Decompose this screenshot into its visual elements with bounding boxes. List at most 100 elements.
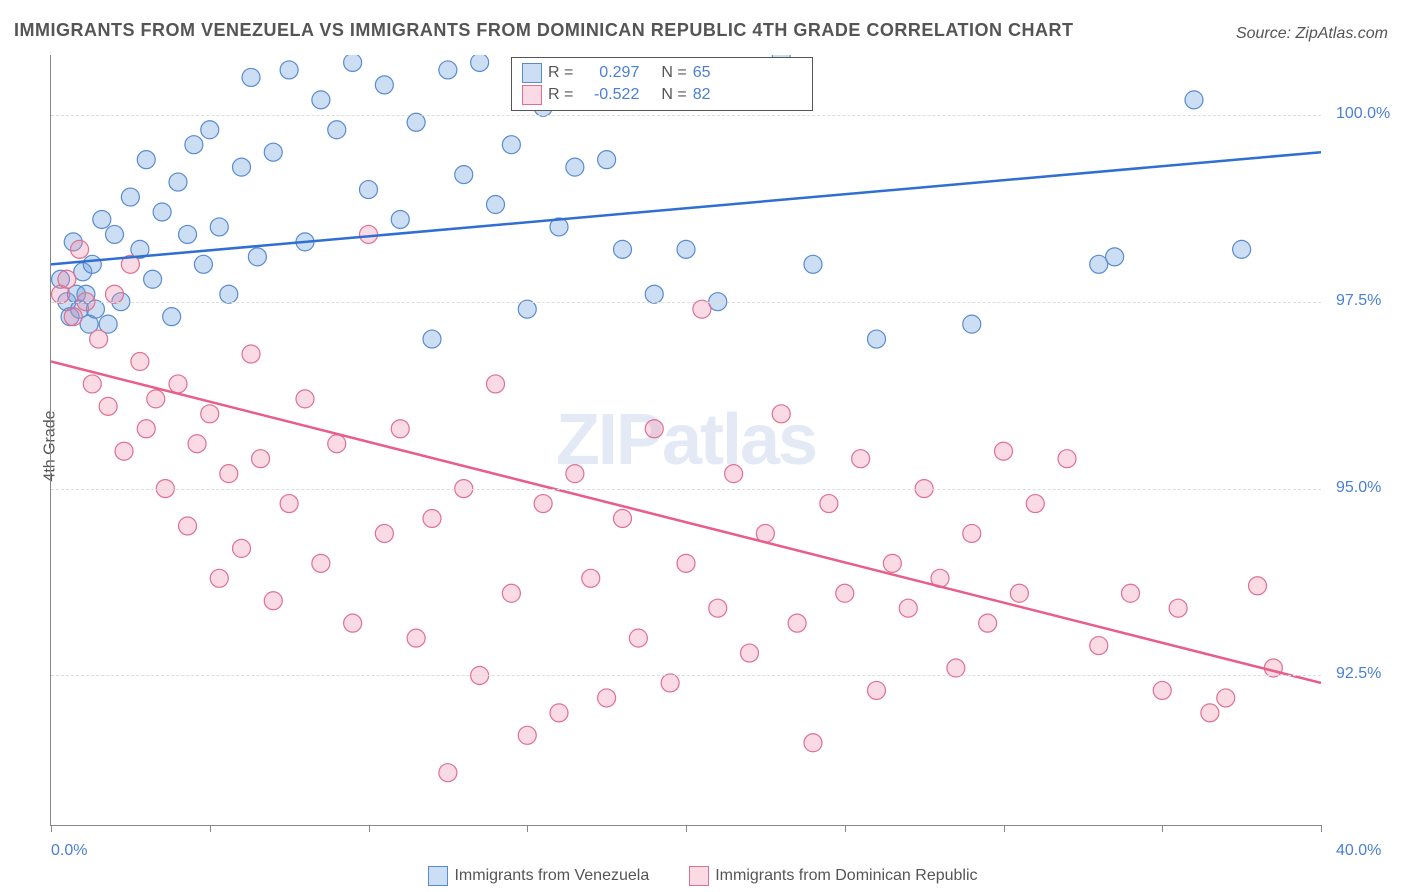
- y-tick-label: 92.5%: [1336, 665, 1381, 683]
- scatter-point: [252, 450, 270, 468]
- scatter-point: [1026, 495, 1044, 513]
- y-tick-label: 97.5%: [1336, 292, 1381, 310]
- scatter-point: [1153, 681, 1171, 699]
- scatter-point: [375, 76, 393, 94]
- scatter-point: [725, 465, 743, 483]
- scatter-point: [179, 517, 197, 535]
- scatter-point: [518, 726, 536, 744]
- scatter-point: [169, 173, 187, 191]
- trend-line: [51, 362, 1321, 683]
- scatter-point: [995, 442, 1013, 460]
- scatter-point: [106, 225, 124, 243]
- scatter-point: [756, 524, 774, 542]
- legend-r-value: -0.522: [579, 86, 639, 104]
- scatter-point: [242, 68, 260, 86]
- scatter-point: [188, 435, 206, 453]
- series-legend: Immigrants from VenezuelaImmigrants from…: [0, 866, 1406, 886]
- scatter-point: [296, 390, 314, 408]
- scatter-point: [502, 136, 520, 154]
- scatter-point: [1122, 584, 1140, 602]
- scatter-point: [64, 308, 82, 326]
- scatter-point: [74, 263, 92, 281]
- scatter-point: [391, 420, 409, 438]
- scatter-point: [280, 495, 298, 513]
- trend-line: [51, 152, 1321, 264]
- y-tick-label: 95.0%: [1336, 479, 1381, 497]
- scatter-point: [709, 599, 727, 617]
- chart-title: IMMIGRANTS FROM VENEZUELA VS IMMIGRANTS …: [14, 20, 1073, 41]
- scatter-point: [106, 285, 124, 303]
- scatter-point: [71, 240, 89, 258]
- scatter-point: [407, 629, 425, 647]
- scatter-point: [201, 121, 219, 139]
- scatter-point: [788, 614, 806, 632]
- scatter-point: [360, 181, 378, 199]
- legend-swatch: [428, 866, 448, 886]
- gridline-h: [51, 489, 1321, 490]
- scatter-point: [661, 674, 679, 692]
- scatter-point: [233, 539, 251, 557]
- scatter-point: [804, 255, 822, 273]
- scatter-point: [1090, 255, 1108, 273]
- scatter-point: [137, 420, 155, 438]
- scatter-point: [58, 270, 76, 288]
- scatter-point: [64, 233, 82, 251]
- scatter-point: [614, 240, 632, 258]
- scatter-point: [179, 225, 197, 243]
- scatter-point: [963, 524, 981, 542]
- scatter-point: [487, 196, 505, 214]
- scatter-point: [550, 218, 568, 236]
- scatter-point: [121, 188, 139, 206]
- scatter-point: [147, 390, 165, 408]
- correlation-legend: R =0.297N =65R =-0.522N =82: [511, 57, 813, 111]
- x-tick: [845, 825, 846, 832]
- scatter-point: [328, 435, 346, 453]
- scatter-point: [836, 584, 854, 602]
- scatter-point: [852, 450, 870, 468]
- scatter-point: [407, 113, 425, 131]
- scatter-point: [455, 166, 473, 184]
- scatter-point: [220, 465, 238, 483]
- scatter-point: [83, 375, 101, 393]
- scatter-point: [201, 405, 219, 423]
- scatter-point: [582, 569, 600, 587]
- scatter-point: [487, 375, 505, 393]
- gridline-h: [51, 115, 1321, 116]
- scatter-point: [1090, 637, 1108, 655]
- scatter-point: [248, 248, 266, 266]
- scatter-point: [131, 240, 149, 258]
- scatter-point: [296, 233, 314, 251]
- scatter-point: [614, 509, 632, 527]
- scatter-point: [772, 405, 790, 423]
- scatter-point: [61, 308, 79, 326]
- scatter-point: [210, 218, 228, 236]
- x-tick: [210, 825, 211, 832]
- scatter-point: [629, 629, 647, 647]
- scatter-point: [115, 442, 133, 460]
- legend-r-label: R =: [548, 64, 573, 82]
- series-legend-item: Immigrants from Dominican Republic: [689, 866, 977, 886]
- scatter-point: [131, 353, 149, 371]
- scatter-point: [741, 644, 759, 662]
- scatter-point: [550, 704, 568, 722]
- scatter-point: [93, 210, 111, 228]
- scatter-point: [645, 420, 663, 438]
- source-credit: Source: ZipAtlas.com: [1236, 25, 1388, 43]
- scatter-point: [1233, 240, 1251, 258]
- y-tick-label: 100.0%: [1336, 105, 1390, 123]
- scatter-point: [163, 308, 181, 326]
- scatter-point: [344, 614, 362, 632]
- series-name: Immigrants from Dominican Republic: [715, 867, 977, 885]
- scatter-point: [194, 255, 212, 273]
- scatter-point: [312, 91, 330, 109]
- scatter-point: [693, 300, 711, 318]
- scatter-point: [90, 330, 108, 348]
- scatter-point: [899, 599, 917, 617]
- x-tick: [1162, 825, 1163, 832]
- scatter-point: [1106, 248, 1124, 266]
- scatter-point: [210, 569, 228, 587]
- scatter-point: [804, 734, 822, 752]
- scatter-point: [86, 300, 104, 318]
- scatter-point: [947, 659, 965, 677]
- x-tick: [1321, 825, 1322, 832]
